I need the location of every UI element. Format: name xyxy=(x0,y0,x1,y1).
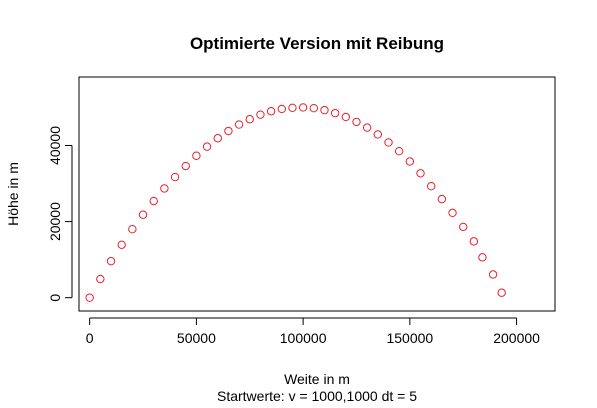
data-point xyxy=(341,112,351,122)
data-point xyxy=(234,120,244,129)
data-point xyxy=(277,104,286,114)
data-point xyxy=(488,270,498,279)
data-point xyxy=(96,274,105,284)
x-tick-label: 200000 xyxy=(493,330,540,346)
data-point xyxy=(160,184,169,193)
data-point xyxy=(192,151,201,160)
data-point xyxy=(437,194,447,204)
data-point xyxy=(362,123,372,132)
x-tick-label: 0 xyxy=(86,330,94,346)
x-tick-label: 100000 xyxy=(280,330,327,346)
x-tick-label: 50000 xyxy=(177,330,216,346)
data-point xyxy=(448,208,457,218)
y-tick-label: 20000 xyxy=(47,202,63,241)
chart-title: Optimierte Version mit Reibung xyxy=(190,34,444,53)
data-point xyxy=(384,138,393,147)
x-tick-label: 150000 xyxy=(386,330,433,346)
data-point xyxy=(405,157,415,166)
data-point xyxy=(288,103,297,113)
data-point xyxy=(373,130,383,139)
data-point xyxy=(394,146,404,156)
x-axis: 0 50000 100000 150000 200000 xyxy=(86,317,540,346)
data-point xyxy=(117,240,126,249)
data-point xyxy=(309,104,318,113)
data-point xyxy=(149,196,158,206)
y-tick-label: 0 xyxy=(47,294,63,302)
data-point xyxy=(416,169,425,178)
data-point xyxy=(106,256,116,266)
data-point xyxy=(181,161,190,171)
data-points xyxy=(85,103,506,302)
plot-frame xyxy=(78,76,556,312)
data-point xyxy=(256,110,265,119)
data-point xyxy=(170,172,180,182)
y-tick-label: 40000 xyxy=(47,126,63,165)
data-point xyxy=(330,108,340,118)
data-point xyxy=(459,222,468,232)
x-axis-label: Weite in m xyxy=(284,371,350,387)
data-point xyxy=(245,115,254,124)
chart-subtitle: Startwerte: v = 1000,1000 dt = 5 xyxy=(217,388,417,404)
data-point xyxy=(213,134,222,143)
y-axis-label: Höhe in m xyxy=(5,162,21,226)
data-point xyxy=(478,253,487,262)
data-point xyxy=(320,105,329,115)
data-point xyxy=(497,288,506,297)
data-point xyxy=(128,224,137,234)
data-point xyxy=(469,237,479,246)
data-point xyxy=(85,293,94,302)
data-point xyxy=(138,210,148,219)
data-point xyxy=(224,126,233,136)
data-point xyxy=(352,117,361,127)
data-point xyxy=(266,107,276,116)
data-point xyxy=(202,142,212,151)
y-axis: 0 20000 40000 xyxy=(47,126,73,302)
data-point xyxy=(426,182,436,191)
data-point xyxy=(298,103,308,112)
